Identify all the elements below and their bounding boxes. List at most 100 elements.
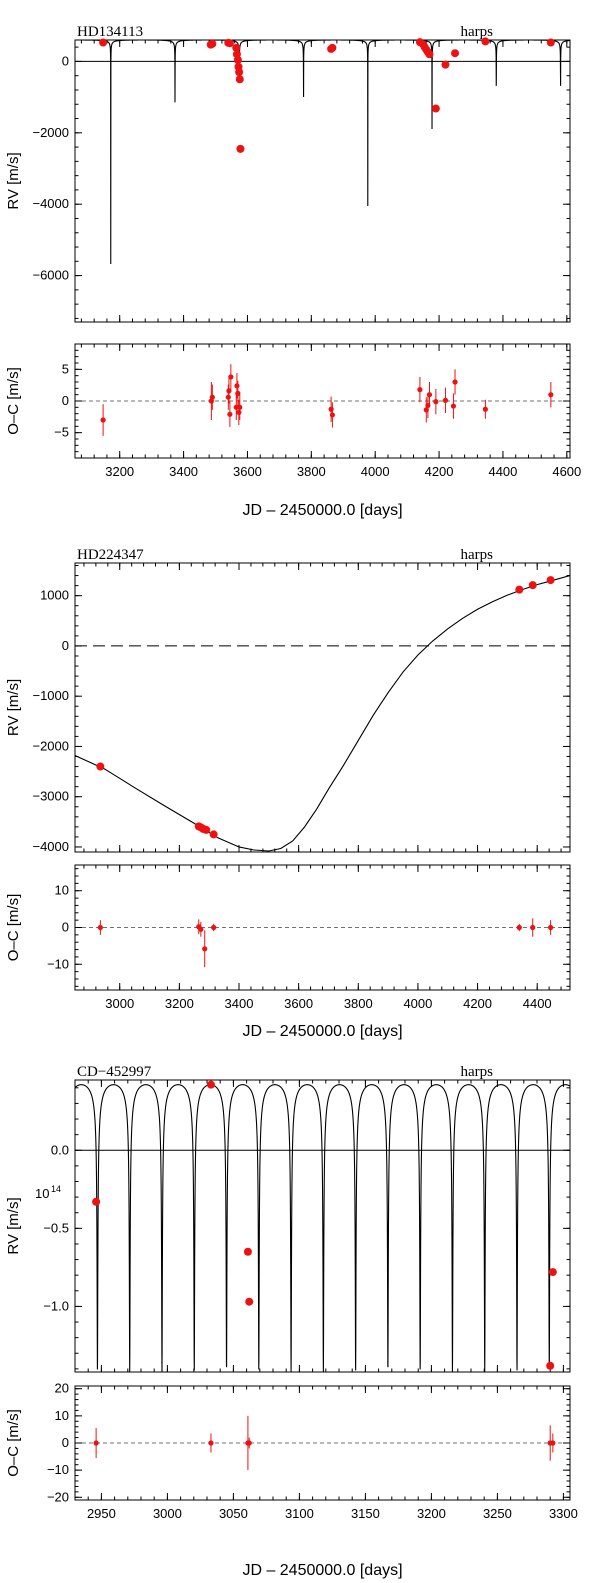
rv-data-point <box>451 49 460 58</box>
x-tick-label: 4400 <box>488 464 517 479</box>
residual-data-point <box>246 1440 252 1446</box>
instrument-label: harps <box>461 1064 494 1080</box>
residual-data-point <box>237 404 243 410</box>
rv-model-curve <box>75 40 570 264</box>
x-tick-label: 3800 <box>297 464 326 479</box>
rv-data-point <box>96 762 105 771</box>
resid-tick-label: −10 <box>47 1462 69 1477</box>
residual-data-point <box>93 1440 99 1446</box>
residual-axis-label: O–C [m/s] <box>5 1409 22 1477</box>
rv-data-point <box>546 1361 555 1370</box>
rv-plot-frame <box>74 562 571 853</box>
resid-tick-label: 0 <box>62 393 69 408</box>
x-tick-label: 2950 <box>87 1506 116 1521</box>
y-tick-label: −1.0 <box>43 1298 69 1313</box>
x-axis-label: JD – 2450000.0 [days] <box>242 502 402 519</box>
residual-data-point <box>329 412 335 418</box>
x-tick-label: 3250 <box>483 1506 512 1521</box>
x-tick-label: 4400 <box>523 996 552 1011</box>
x-tick-label: 3400 <box>225 996 254 1011</box>
residual-data-point <box>548 392 554 398</box>
rv-data-point <box>515 585 524 594</box>
residual-axis-label: O–C [m/s] <box>5 894 22 962</box>
x-tick-label: 3800 <box>344 996 373 1011</box>
residual-data-point <box>208 1440 214 1446</box>
x-tick-label: 3000 <box>153 1506 182 1521</box>
star-name: CD−452997 <box>77 1064 152 1080</box>
residual-data-point <box>236 409 242 415</box>
x-tick-label: 4200 <box>463 996 492 1011</box>
residual-data-point <box>328 406 334 412</box>
rv-data-point <box>481 37 490 46</box>
residual-data-point <box>442 397 449 403</box>
star-name: HD224347 <box>77 547 144 563</box>
residual-data-point <box>198 926 204 932</box>
residual-data-point <box>426 392 433 398</box>
resid-tick-label: 5 <box>62 361 69 376</box>
residual-data-point <box>516 924 522 931</box>
rv-data-point <box>548 1268 557 1277</box>
y-tick-label: −2000 <box>32 738 69 753</box>
x-tick-label: 3050 <box>219 1506 248 1521</box>
rv-plot-frame <box>74 1079 571 1373</box>
y-tick-label: −4000 <box>32 196 69 211</box>
chart-panel-2: HD224347 harps 3000 3200 3400 3600 3800 4000 420… <box>5 547 571 1040</box>
residual-data-point <box>97 924 103 931</box>
residual-data-point <box>550 1440 556 1446</box>
chart-panel-1: HD134113 harps 3200 3400 3600 3800 4000 4200 440… <box>5 24 581 519</box>
rv-data-point <box>235 75 244 84</box>
y-tick-label: −4000 <box>32 839 69 854</box>
instrument-label: harps <box>461 24 494 40</box>
residual-data-point <box>225 394 231 400</box>
resid-tick-label: 10 <box>55 1408 69 1423</box>
rv-data-point <box>92 1197 101 1206</box>
x-tick-label: 3200 <box>165 996 194 1011</box>
x-tick-label: 3200 <box>105 464 134 479</box>
star-name: HD134113 <box>77 24 143 40</box>
rv-data-point <box>206 1080 215 1089</box>
rv-data-point <box>243 1247 252 1256</box>
x-tick-label: 4000 <box>403 996 432 1011</box>
rv-data-point <box>425 50 434 59</box>
y-tick-label: 1000 <box>40 588 69 603</box>
y-tick-label: 0 <box>62 638 69 653</box>
x-tick-label: 3600 <box>233 464 262 479</box>
x-axis-label: JD – 2450000.0 [days] <box>242 1562 402 1579</box>
y-tick-label: −3000 <box>32 789 69 804</box>
resid-tick-label: −20 <box>47 1489 69 1504</box>
residual-data-point <box>228 374 234 380</box>
x-tick-label: 3400 <box>169 464 198 479</box>
resid-tick-label: 10 <box>55 883 69 898</box>
x-tick-label: 4600 <box>552 464 581 479</box>
rv-data-point <box>431 104 440 113</box>
rv-data-point <box>232 43 241 52</box>
residual-data-point <box>450 403 457 409</box>
rv-axis-label: RV [m/s] <box>5 152 22 209</box>
instrument-label: harps <box>461 547 494 563</box>
rv-data-point <box>235 68 244 77</box>
residual-data-point <box>226 388 232 394</box>
rv-data-point <box>328 43 337 52</box>
resid-tick-label: −5 <box>54 425 69 440</box>
rv-data-point <box>528 581 537 590</box>
y-tick-label: −1000 <box>32 688 69 703</box>
residual-data-point <box>202 946 208 952</box>
rv-data-point <box>236 144 245 153</box>
rv-axis-label: RV [m/s] <box>5 1197 22 1254</box>
rv-data-point <box>99 38 108 47</box>
y-tick-label: −2000 <box>32 125 69 140</box>
x-axis-label: JD – 2450000.0 [days] <box>242 1023 402 1040</box>
x-tick-label: 3100 <box>285 1506 314 1521</box>
residual-data-point <box>530 924 536 931</box>
rv-data-point <box>225 39 234 48</box>
residual-data-point <box>548 924 554 931</box>
x-tick-label: 3600 <box>284 996 313 1011</box>
resid-tick-label: −10 <box>47 956 69 971</box>
y-multiplier-label: 10 <box>35 1186 49 1201</box>
rv-model-curve <box>75 575 570 852</box>
rv-model-curve <box>75 1084 570 1372</box>
x-tick-label: 3150 <box>351 1506 380 1521</box>
residual-data-point <box>417 387 423 393</box>
rv-data-point <box>546 576 555 585</box>
